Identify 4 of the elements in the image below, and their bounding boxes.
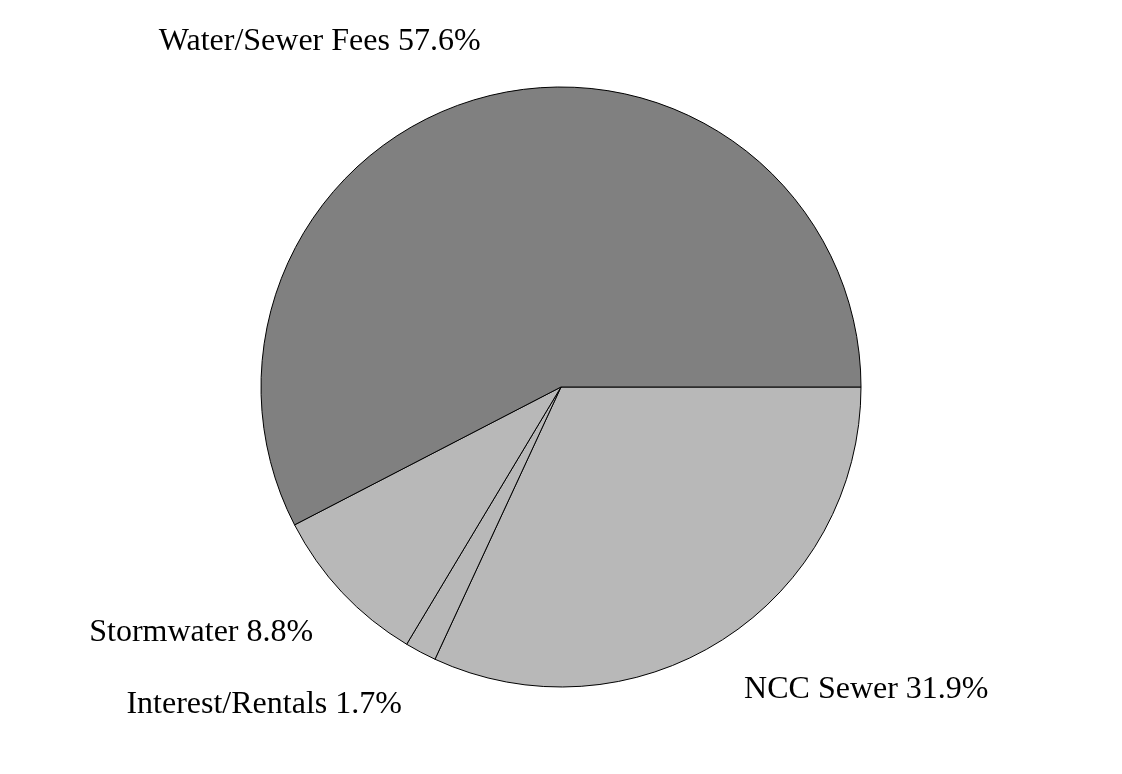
slice-label: NCC Sewer 31.9% <box>744 668 989 705</box>
slice-label: Stormwater 8.8% <box>89 612 314 649</box>
slice-label: Water/Sewer Fees 57.6% <box>158 21 481 58</box>
slice-label: Interest/Rentals 1.7% <box>126 683 402 720</box>
